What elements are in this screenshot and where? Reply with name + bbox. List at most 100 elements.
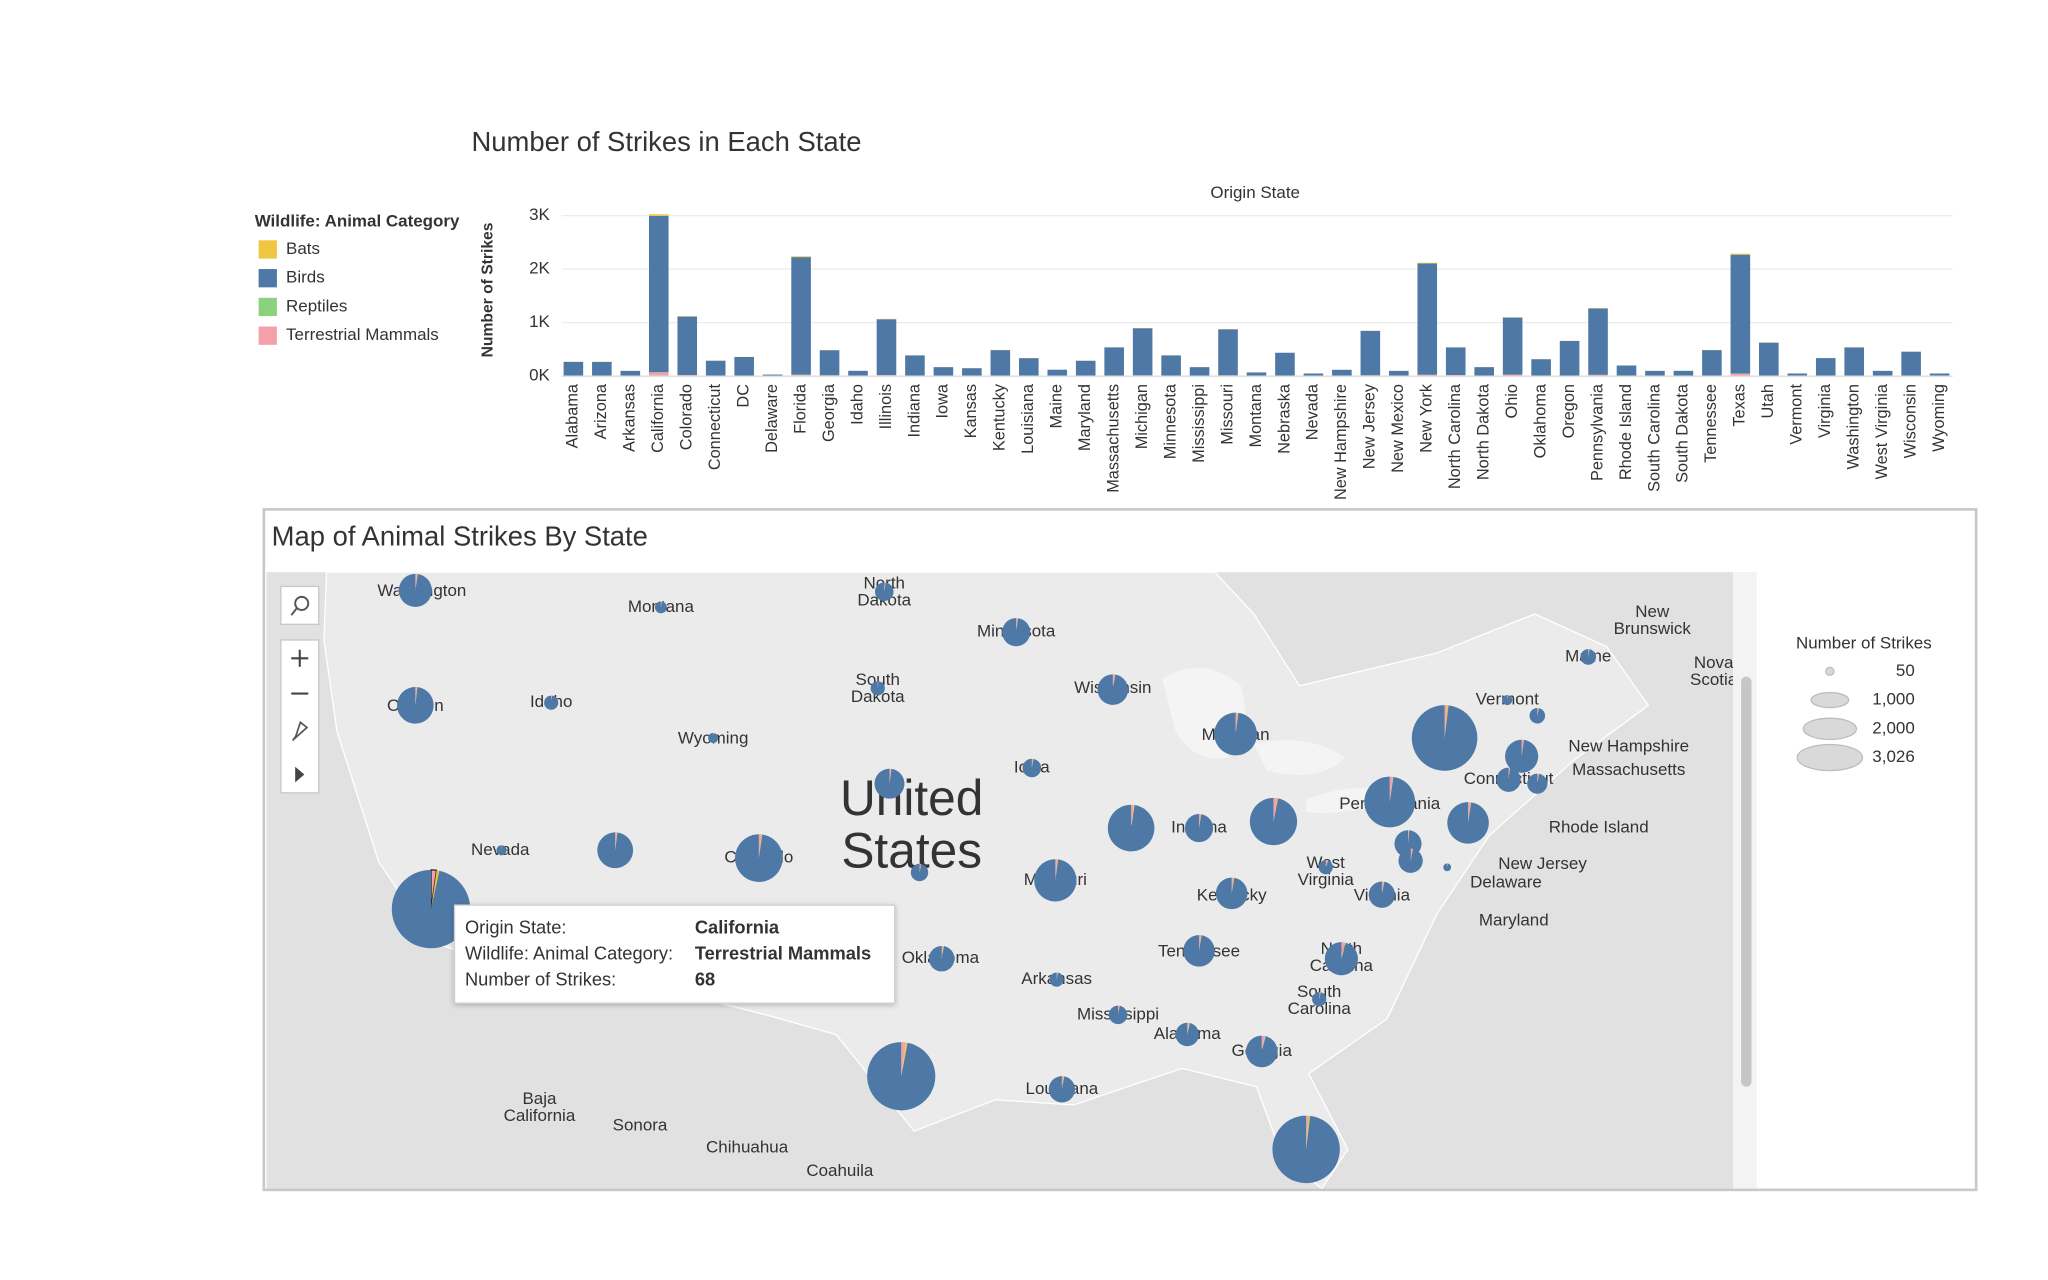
size-legend-label: 2,000 [1872, 718, 1914, 737]
pie-slice [889, 768, 892, 784]
bar-segment [1502, 374, 1523, 377]
pie-slice [415, 687, 418, 706]
pie-slice [415, 573, 418, 591]
x-tick-label: Delaware [763, 384, 781, 453]
pie-slice [1537, 708, 1539, 716]
pie-slice [501, 845, 503, 851]
pie-slice [1580, 649, 1597, 665]
bar-segment [848, 370, 868, 377]
x-tick-label: Oregon [1560, 384, 1578, 438]
x-tick-label: Montana [1247, 383, 1265, 447]
pie-slice [1187, 1022, 1189, 1035]
pie-slice [1408, 830, 1410, 844]
x-tick-label: Maryland [1076, 384, 1094, 451]
scrollbar-thumb[interactable] [1741, 676, 1752, 1087]
x-tick-label: Massachusetts [1104, 384, 1122, 493]
pie-slice [551, 695, 553, 703]
x-tick-label: Arizona [592, 383, 610, 439]
bar-segment [1730, 373, 1751, 377]
size-legend-mark [1810, 691, 1850, 709]
pie-slice [1061, 1076, 1065, 1090]
pie-slice [1364, 776, 1416, 828]
x-tick-label: Wisconsin [1901, 384, 1919, 458]
pie-slice [1049, 972, 1064, 987]
bar-segment [1445, 347, 1466, 376]
bar-segment [1673, 370, 1694, 377]
pie-slice [398, 573, 432, 607]
pie-slice [1521, 739, 1524, 757]
country-label: United [840, 770, 983, 826]
map-labels: WashingtonMontanaNorthDakotaMinnesotaOre… [377, 573, 1733, 1180]
pie-slice [391, 869, 471, 949]
pie-slice [1175, 1022, 1199, 1047]
y-axis-title: Number of Strikes [480, 222, 497, 357]
tooltip-value: California [695, 916, 780, 937]
x-tick-label: Arkansas [621, 384, 639, 452]
bar-segment [1702, 350, 1722, 376]
pie-slice [1508, 767, 1511, 780]
pie-slice [1118, 1005, 1120, 1015]
x-tick-label: New Jersey [1361, 383, 1379, 469]
bar-segment [1161, 355, 1181, 376]
pin-button[interactable] [291, 720, 309, 742]
place-label: New [1635, 602, 1670, 621]
bar-segment [1275, 352, 1295, 376]
zoom-in-button[interactable] [291, 649, 309, 667]
map-title: Map of Animal Strikes By State [272, 520, 648, 551]
place-label: Dakota [851, 687, 905, 706]
bar-segment [1189, 367, 1210, 376]
pie-slice [1048, 1076, 1076, 1103]
pie-slice [1031, 758, 1034, 768]
pie-slice [1411, 705, 1478, 771]
size-legend-label: 50 [1896, 661, 1915, 680]
size-legend-mark [1796, 743, 1864, 772]
pie-slice [1468, 802, 1472, 823]
pie-slice [1341, 942, 1346, 959]
bar-segment [1246, 372, 1267, 377]
size-legend-label: 3,026 [1872, 747, 1914, 766]
pie-slice [1389, 776, 1393, 802]
pie-slice [1056, 972, 1058, 980]
bar-segment [1417, 263, 1438, 375]
pie-slice [901, 1042, 906, 1077]
x-tick-label: Missouri [1218, 384, 1236, 445]
tooltip-label: Origin State: [465, 916, 567, 937]
x-tick-label: North Dakota [1475, 383, 1493, 480]
pie-slice [430, 869, 438, 910]
pie-slice [1273, 798, 1279, 822]
pie-slice [884, 582, 886, 592]
legend-title: Wildlife: Animal Category [255, 212, 460, 231]
x-tick-label: Rhode Island [1617, 384, 1635, 480]
x-tick-label: South Dakota [1674, 383, 1692, 483]
pie-slice [1214, 712, 1257, 756]
pie-slice [431, 870, 440, 910]
place-label: Coahuila [806, 1161, 874, 1180]
pie-slice [1529, 707, 1546, 724]
pie-slice [877, 681, 879, 689]
place-label: Maryland [1479, 910, 1549, 929]
x-tick-label: Oklahoma [1531, 383, 1549, 458]
bar-segment [1616, 365, 1637, 376]
pie-slice [597, 832, 634, 869]
x-tick-label: Ohio [1503, 384, 1521, 418]
pie-slice [1231, 877, 1234, 894]
pie-slice [1235, 712, 1239, 735]
pie-slice [1261, 1035, 1266, 1052]
expand-button[interactable] [295, 766, 305, 783]
pie-slice [1187, 1022, 1190, 1035]
bar-segment [791, 256, 811, 258]
search-button[interactable] [280, 585, 320, 625]
chart-title: Number of Strikes in Each State [472, 126, 862, 157]
pie-slice [884, 582, 886, 592]
legend-swatch [258, 240, 277, 259]
pie-slice [1505, 739, 1539, 773]
search-icon-handle [290, 608, 298, 616]
pie-slice [1468, 802, 1471, 823]
place-label: South [1297, 982, 1341, 1001]
legend-label: Terrestrial Mammals [286, 325, 439, 344]
pie-slice [708, 732, 719, 743]
x-tick-label: Wyoming [1930, 384, 1948, 452]
place-label: Massachusetts [1572, 760, 1685, 779]
x-tick-label: New York [1418, 383, 1436, 453]
bar-segment [1815, 358, 1836, 376]
